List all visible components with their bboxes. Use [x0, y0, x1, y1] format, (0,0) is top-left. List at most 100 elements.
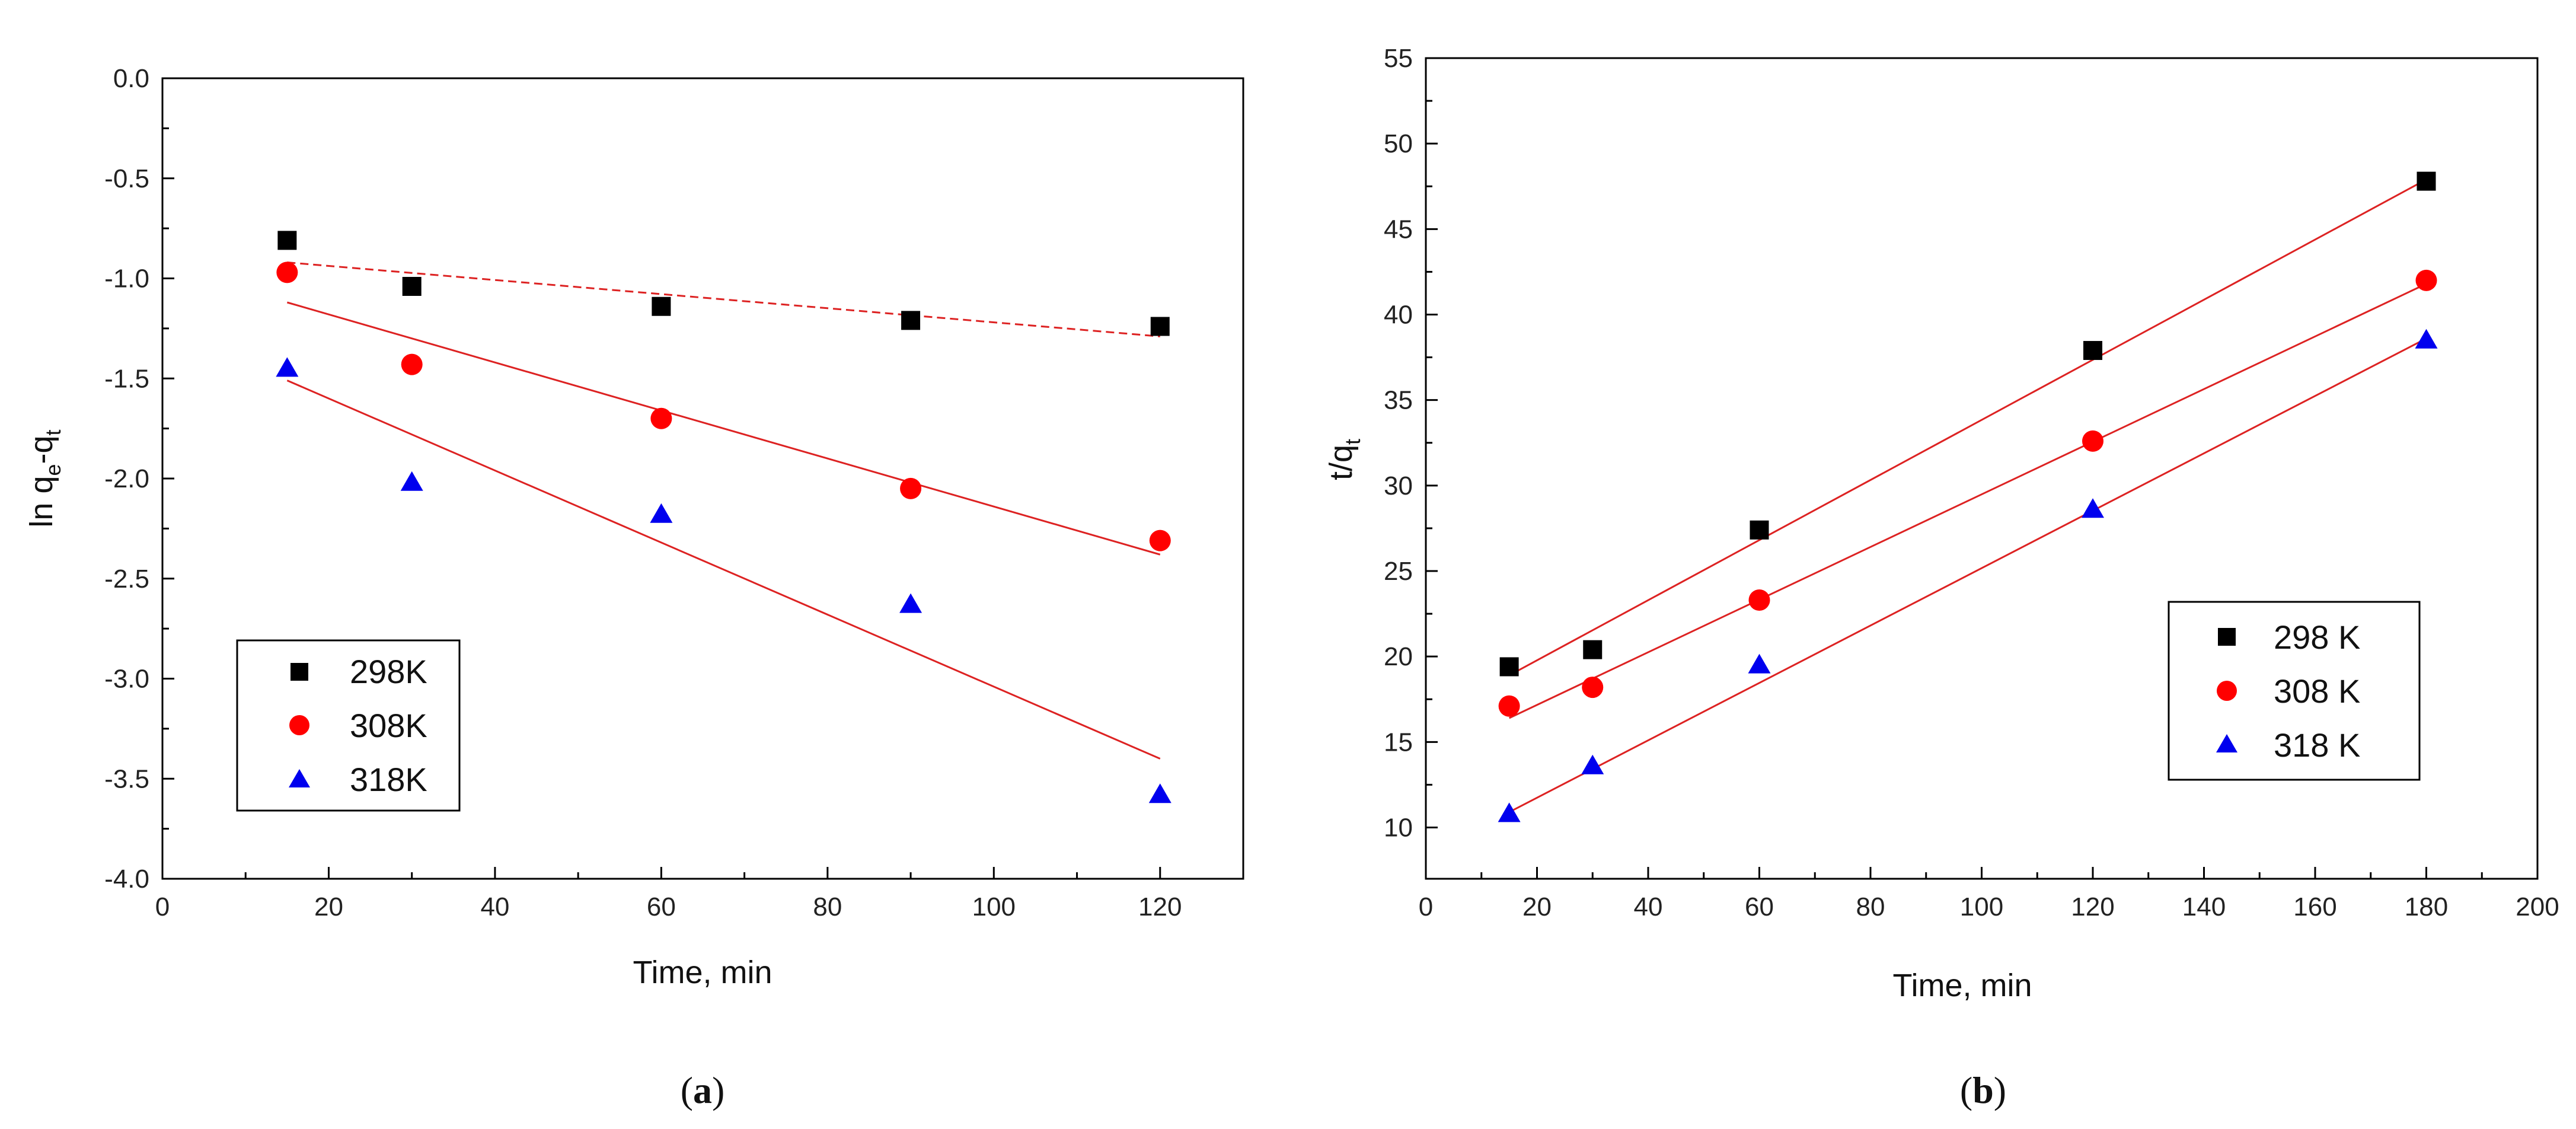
- chart-a-legend-label-318k: 318K: [350, 761, 427, 798]
- chart-a-x-axis-title: Time, min: [633, 955, 772, 990]
- chart-b-legend-marker-308k: [2217, 681, 2237, 701]
- chart-a-y-tick-label: -2.5: [104, 564, 149, 594]
- chart-b-x-tick-label: 60: [1745, 892, 1774, 921]
- chart-a-legend-marker-318k: [289, 769, 310, 787]
- chart-b-legend-marker-298k: [2218, 628, 2236, 646]
- chart-b-caption-open: (: [1960, 1069, 1972, 1111]
- chart-b-y-tick-label: 20: [1384, 642, 1413, 671]
- chart-b-fit-line-298k: [1508, 178, 2427, 677]
- chart-b-point-298k: [1750, 520, 1769, 540]
- chart-a-y-axis-title-mid: -q: [24, 435, 59, 464]
- chart-b-legend: 298 K 308 K 318 K: [2168, 601, 2421, 781]
- chart-b: 0 20 40 60 80 100 120 140 160 180 200 10 15 20 25 30 35 4…: [1323, 44, 2559, 1111]
- chart-b-point-298k: [1583, 640, 1603, 659]
- chart-b-legend-label-308k: 308 K: [2274, 672, 2360, 710]
- chart-a-x-tick-label: 80: [813, 892, 842, 921]
- chart-a-y-tick-label: -0.5: [104, 164, 149, 193]
- chart-a-y-tick-label: 0.0: [113, 64, 149, 93]
- chart-b-x-tick-label: 20: [1522, 892, 1552, 921]
- chart-b-x-tick-label: 200: [2516, 892, 2559, 921]
- chart-a-point-308k: [1149, 530, 1171, 551]
- chart-a-legend-label-308k: 308K: [350, 707, 427, 744]
- chart-b-y-axis-title-sub-t: t: [1340, 439, 1365, 445]
- chart-a-legend-marker-308k: [289, 715, 309, 735]
- chart-a-legend-marker-298k: [291, 663, 308, 681]
- chart-a-y-tick-label: -3.5: [104, 764, 149, 793]
- chart-b-legend-marker-318k: [2216, 734, 2237, 752]
- chart-a-point-308k: [650, 407, 672, 429]
- chart-b-y-tick-label: 45: [1384, 215, 1413, 244]
- chart-b-x-tick-label: 100: [1960, 892, 2003, 921]
- chart-b-x-tick-label: 80: [1856, 892, 1885, 921]
- chart-a-point-308k: [900, 477, 922, 499]
- chart-a-y-tick-label: -1.5: [104, 364, 149, 393]
- chart-a-legend: 298K 308K 318K: [236, 639, 461, 812]
- chart-a-y-tick-label: -1.0: [104, 264, 149, 294]
- chart-b-point-298k: [2083, 341, 2102, 361]
- chart-b-y-tick-label: 55: [1384, 44, 1413, 73]
- chart-a-point-298k: [1150, 317, 1170, 336]
- chart-a-y-axis-title-sub-t: t: [41, 429, 65, 435]
- chart-a-point-318k: [400, 471, 423, 491]
- chart-a-y-axis-title: ln qe-qt: [24, 429, 65, 527]
- chart-b-y-tick-label: 40: [1384, 301, 1413, 330]
- chart-b-legend-box: [2168, 601, 2421, 781]
- chart-b-point-298k: [1499, 657, 1519, 677]
- chart-a-point-308k: [276, 261, 298, 283]
- chart-b-y-tick-label: 25: [1384, 557, 1413, 586]
- chart-b-fit-lines: [1508, 178, 2427, 813]
- chart-a-caption-close: ): [712, 1069, 724, 1111]
- chart-b-legend-label-318k: 318 K: [2274, 726, 2360, 764]
- chart-a-y-tick-label: -3.0: [104, 665, 149, 694]
- chart-b-y-tick-label: 15: [1384, 728, 1413, 757]
- chart-a-legend-label-298k: 298K: [350, 653, 427, 690]
- chart-a-x-tick-label: 0: [155, 892, 170, 921]
- chart-b-y-tick-label: 50: [1384, 129, 1413, 158]
- chart-a-point-308k: [401, 353, 423, 375]
- chart-b-y-tick-label: 10: [1384, 814, 1413, 843]
- chart-a-y-tick-label: -4.0: [104, 865, 149, 894]
- chart-a-points: [276, 231, 1172, 803]
- chart-b-x-tick-label: 40: [1634, 892, 1663, 921]
- chart-b-y-tick-label: 30: [1384, 471, 1413, 500]
- chart-b-point-308k: [2415, 269, 2437, 291]
- chart-b-fit-line-318k: [1508, 337, 2427, 813]
- chart-a-fit-line-298k: [287, 261, 1160, 337]
- chart-b-point-318k: [1498, 802, 1521, 822]
- chart-b-fit-line-308k: [1508, 283, 2427, 719]
- chart-a-point-298k: [652, 296, 671, 316]
- chart-a-caption-letter: a: [693, 1069, 712, 1111]
- chart-a-fit-line-318k: [286, 379, 1161, 760]
- chart-a-y-axis-title-main: ln q: [24, 476, 59, 527]
- chart-b-x-tick-label: 140: [2182, 892, 2226, 921]
- chart-b-caption: (b): [1960, 1069, 2006, 1111]
- chart-b-x-tick-label: 120: [2071, 892, 2114, 921]
- chart-a-ticks: 0 20 40 60 80 100 120 0.0 -0.5 -1.0 -1.5 -2.0 -2.5 -3…: [104, 64, 1244, 921]
- chart-b-legend-label-298k: 298 K: [2274, 618, 2360, 656]
- chart-a-x-tick-label: 60: [647, 892, 676, 921]
- chart-b-point-318k: [2082, 498, 2104, 518]
- chart-b-point-318k: [1748, 653, 1771, 674]
- chart-b-caption-letter: b: [1972, 1069, 1994, 1111]
- chart-b-point-308k: [1748, 589, 1770, 611]
- chart-b-points: [1498, 171, 2438, 822]
- chart-b-point-318k: [2415, 329, 2438, 349]
- chart-a-x-tick-label: 100: [972, 892, 1016, 921]
- chart-b-x-tick-label: 160: [2293, 892, 2336, 921]
- chart-a-point-318k: [1148, 783, 1172, 803]
- chart-b-point-308k: [2082, 430, 2103, 452]
- chart-b-x-axis-title: Time, min: [1892, 968, 2032, 1003]
- chart-a-caption-open: (: [681, 1069, 693, 1111]
- chart-b-point-318k: [1581, 754, 1604, 774]
- chart-b-x-tick-label: 180: [2405, 892, 2448, 921]
- chart-b-point-308k: [1582, 677, 1604, 699]
- chart-a-point-318k: [899, 593, 922, 613]
- chart-a-caption: (a): [681, 1069, 725, 1111]
- chart-b-point-298k: [2417, 171, 2436, 191]
- chart-a-y-tick-label: -2.0: [104, 464, 149, 493]
- chart-a-fit-line-308k: [286, 301, 1161, 556]
- chart-a-y-axis-title-sub-e: e: [41, 464, 65, 476]
- chart-b-ticks: 0 20 40 60 80 100 120 140 160 180 200 10 15 20 25 30 35 4…: [1384, 44, 2559, 921]
- chart-b-y-axis-title: t/qt: [1323, 439, 1365, 480]
